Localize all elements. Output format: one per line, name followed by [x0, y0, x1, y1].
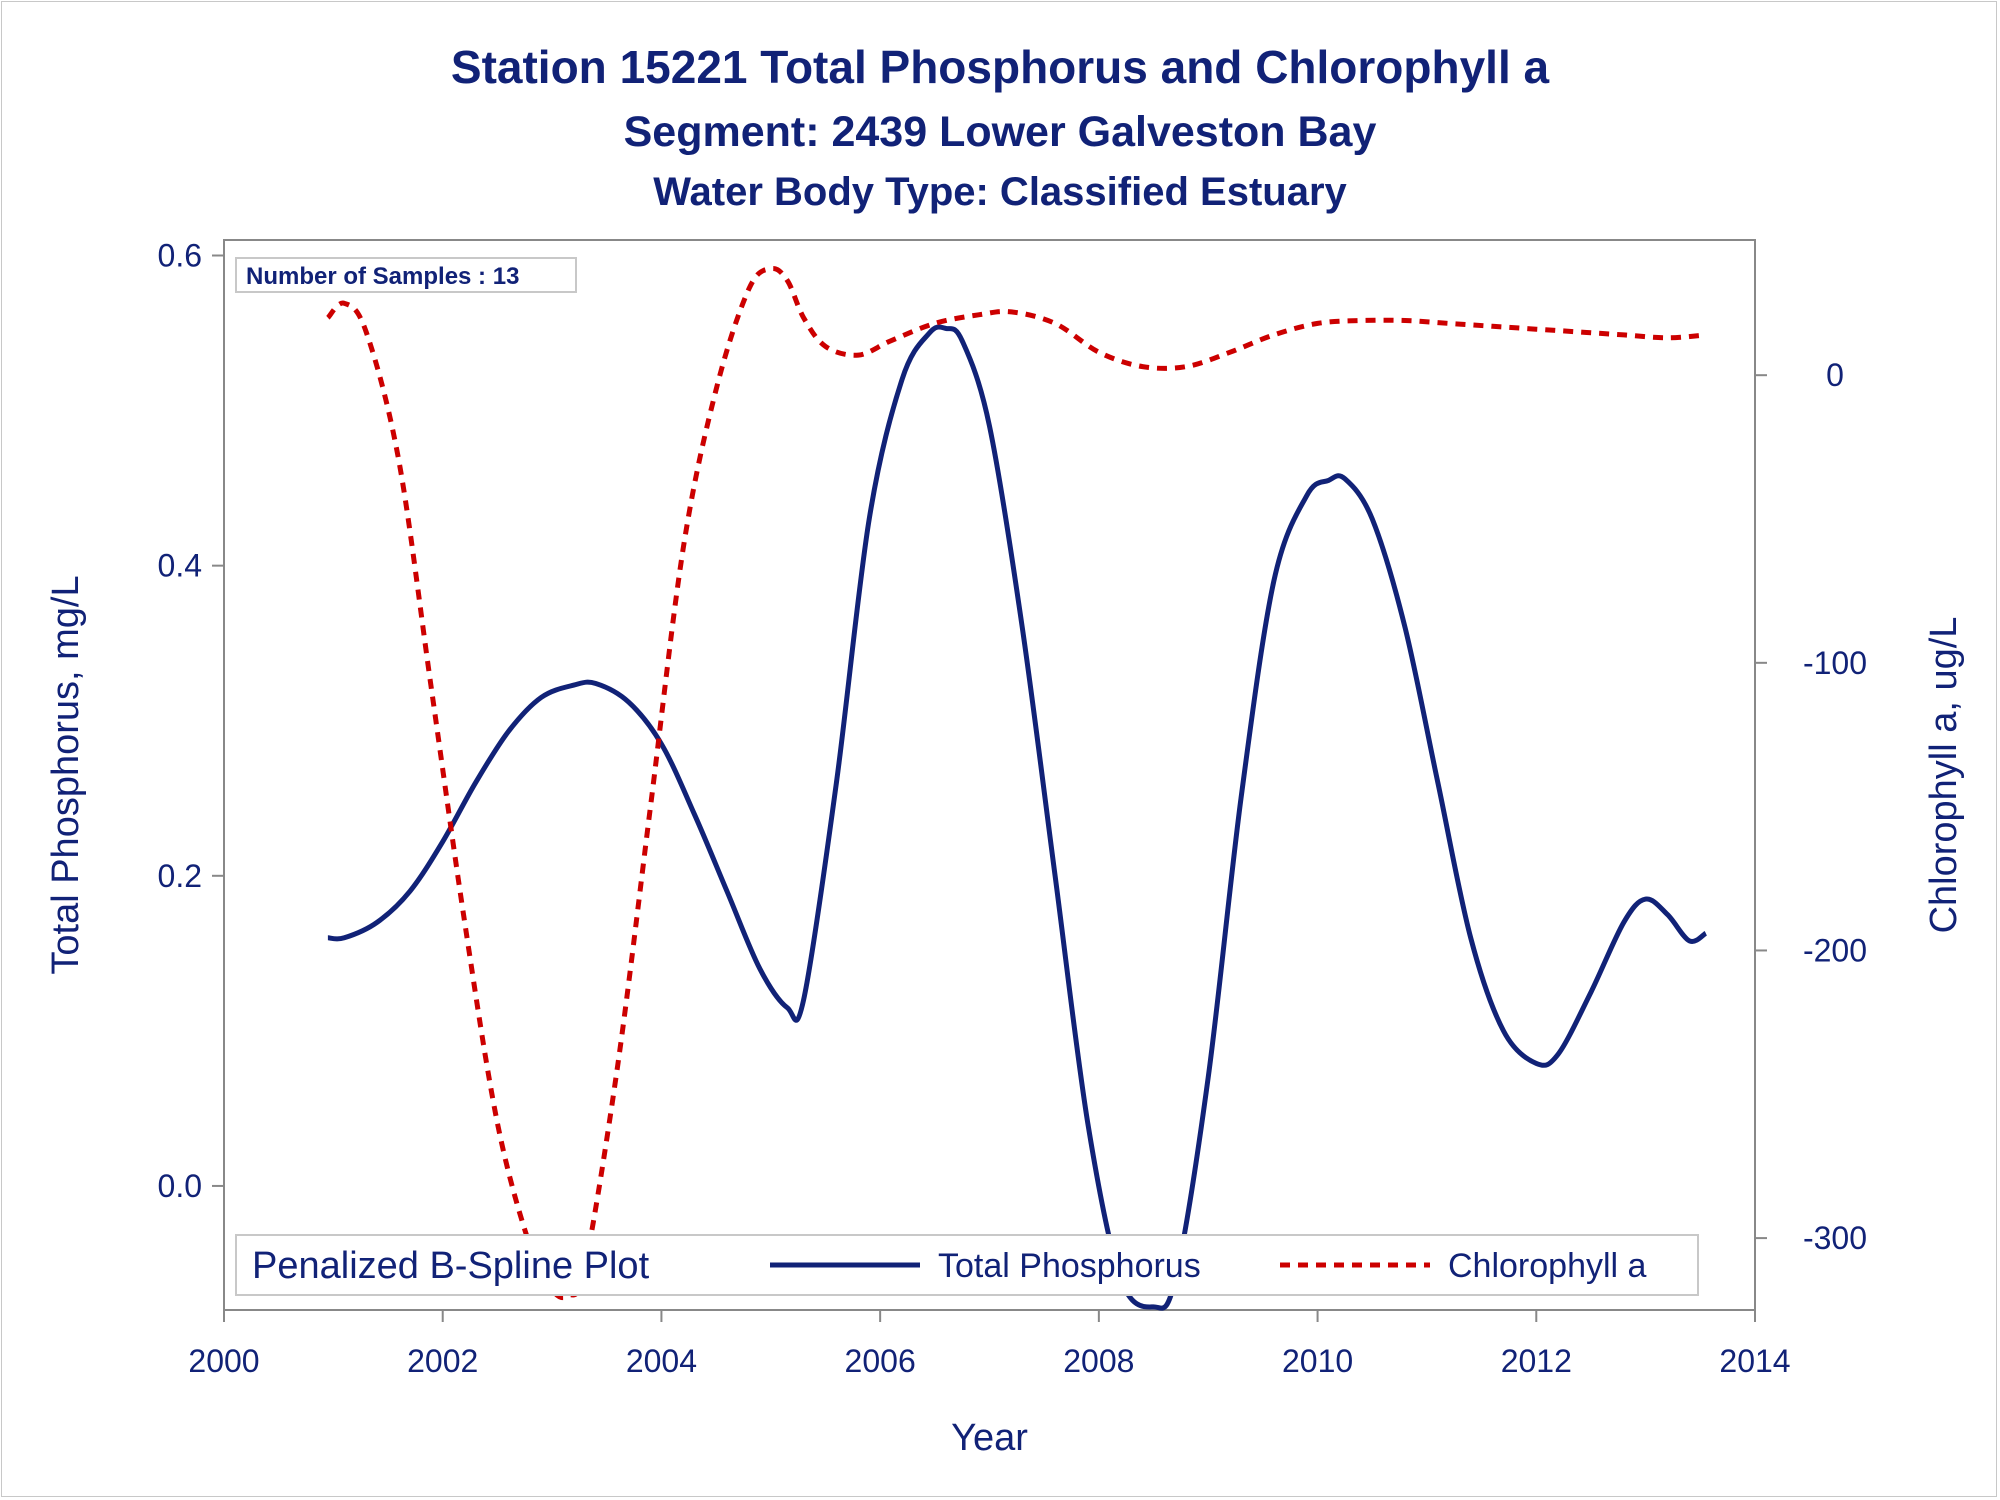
chart-subtitle-2: Water Body Type: Classified Estuary — [653, 170, 1347, 214]
y-axis-label: Total Phosphorus, mg/L — [45, 575, 87, 974]
x-tick-label: 2008 — [1063, 1343, 1134, 1379]
y-axis-right: -300 -200 -100 0 — [1755, 357, 1867, 1256]
x-tick-label: 2010 — [1282, 1343, 1353, 1379]
y2-tick-label: -300 — [1803, 1220, 1867, 1256]
series-line-phosphorus — [327, 324, 1708, 1311]
x-tick-label: 2006 — [845, 1343, 916, 1379]
x-tick-label: 2004 — [626, 1343, 697, 1379]
y2-tick-label: -200 — [1803, 932, 1867, 968]
sample-count-label: Number of Samples : 13 — [246, 263, 519, 290]
legend-label-chlorophyll: Chlorophyll a — [1448, 1247, 1647, 1285]
y-axis-left: 0.0 0.2 0.4 0.6 — [158, 238, 224, 1204]
plot-area — [223, 239, 1756, 1311]
x-tick-label: 2000 — [188, 1343, 259, 1379]
chart-title: Station 15221 Total Phosphorus and Chlor… — [450, 41, 1550, 93]
x-axis-label: Year — [951, 1417, 1028, 1459]
y-tick-label: 0.0 — [158, 1168, 202, 1204]
x-tick-label: 2012 — [1501, 1343, 1572, 1379]
chart-subtitle: Segment: 2439 Lower Galveston Bay — [623, 108, 1377, 156]
y-tick-label: 0.4 — [158, 548, 202, 584]
legend-label-phosphorus: Total Phosphorus — [938, 1247, 1201, 1285]
y2-tick-label: 0 — [1826, 357, 1844, 393]
y2-axis-label: Chlorophyll a, ug/L — [1923, 617, 1965, 934]
series-line-chlorophyll — [326, 266, 1707, 1301]
y2-tick-label: -100 — [1803, 645, 1867, 681]
series-layer — [326, 266, 1708, 1311]
y-tick-label: 0.6 — [158, 238, 202, 274]
legend-title: Penalized B-Spline Plot — [252, 1245, 650, 1287]
legend: Penalized B-Spline Plot Total Phosphorus… — [235, 1234, 1699, 1296]
x-tick-label: 2014 — [1719, 1343, 1790, 1379]
sample-count-box: Number of Samples : 13 — [235, 257, 577, 293]
x-axis: 2000 2002 2004 2006 2008 2010 2012 2014 — [188, 1310, 1791, 1379]
x-tick-label: 2002 — [407, 1343, 478, 1379]
y-tick-label: 0.2 — [158, 858, 202, 894]
